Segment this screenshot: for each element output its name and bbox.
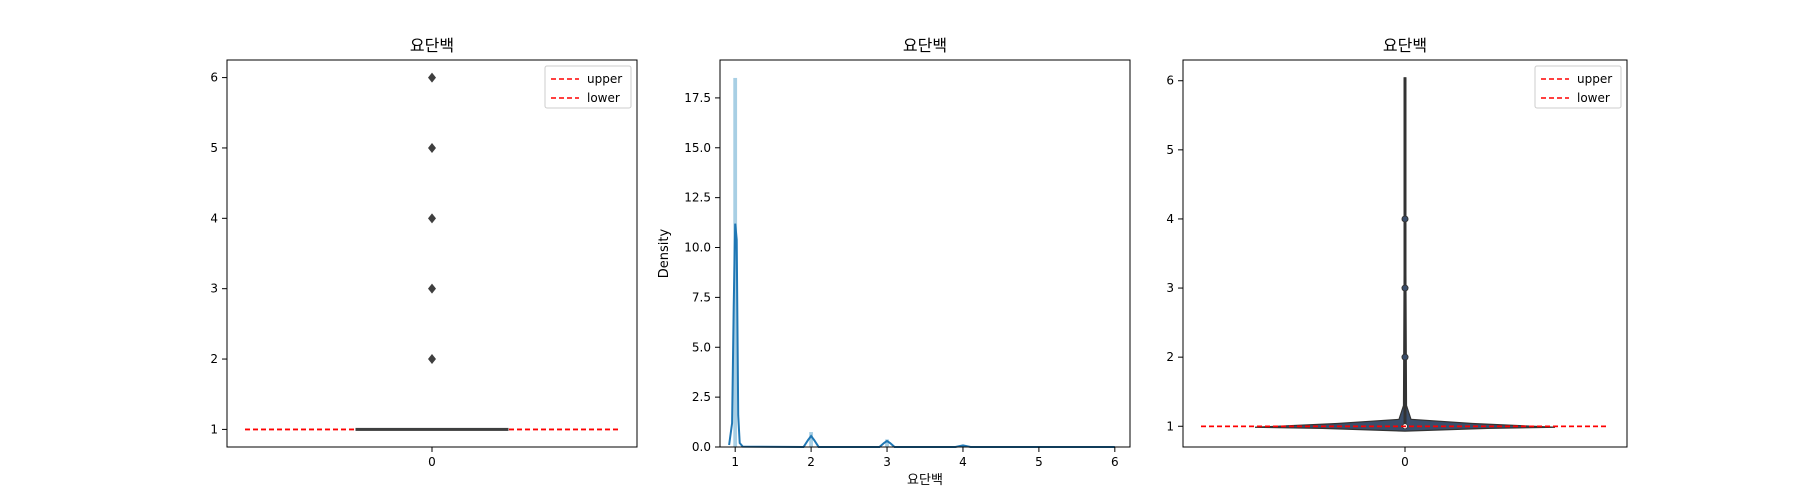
violin-panel: 요단백 1 2 3 4 5 6 0 upper lower [1166,36,1628,469]
x-tick-label: 0 [428,455,436,469]
y-tick-label: 0.0 [692,440,711,454]
y-tick-label: 3 [210,282,218,296]
y-tick-label: 6 [1166,74,1174,88]
histogram-xlabel: 요단백 [907,473,943,488]
y-tick-label: 3 [1166,281,1174,295]
outlier-point [428,72,436,83]
histogram-axes-frame [719,59,1131,448]
histogram-bar [809,432,814,447]
outlier-point [428,354,436,365]
outlier-point [428,213,436,224]
x-tick-label: 1 [731,455,739,469]
kde-line [728,223,1115,449]
y-tick-label: 15.0 [684,141,711,155]
y-tick-label: 4 [1166,212,1174,226]
legend-label-lower: lower [1577,91,1610,105]
boxplot-title: 요단백 [410,36,454,55]
x-tick-label: 3 [883,455,891,469]
y-tick-label: 12.5 [684,191,711,205]
outlier-point [428,283,436,294]
histogram-ylabel: Density [657,228,672,278]
legend-box [1534,65,1622,109]
y-tick-label: 2 [1166,350,1174,364]
boxplot-axes-frame [226,59,638,448]
x-tick-label: 2 [807,455,815,469]
y-tick-label: 1 [1166,419,1174,433]
violin-axes-frame [1182,59,1628,448]
x-tick-label: 4 [959,455,967,469]
legend-label-upper: upper [587,72,622,86]
legend-box [544,65,632,109]
violin-point [1401,284,1409,292]
outlier-point [428,142,436,153]
boxplot-legend: upper lower [544,65,632,109]
x-tick-label: 0 [1401,455,1409,469]
y-tick-label: 17.5 [684,91,711,105]
y-tick-label: 7.5 [692,290,711,304]
violin-title: 요단백 [1383,36,1427,55]
y-tick-label: 5.0 [692,340,711,354]
x-tick-label: 5 [1035,455,1043,469]
violin-point [1401,353,1409,361]
violin-point [1401,215,1409,223]
y-tick-label: 6 [210,71,218,85]
histogram-bar [885,439,889,447]
y-tick-label: 5 [210,141,218,155]
y-tick-label: 10.0 [684,241,711,255]
boxplot-panel: 요단백 1 2 3 4 5 6 0 upper lower [210,36,638,469]
violin-legend: upper lower [1534,65,1622,109]
x-tick-label: 6 [1111,455,1119,469]
legend-label-lower: lower [587,91,620,105]
y-tick-label: 1 [210,422,218,436]
y-tick-label: 2.5 [692,390,711,404]
legend-label-upper: upper [1577,72,1612,86]
y-tick-label: 2 [210,352,218,366]
y-tick-label: 5 [1166,143,1174,157]
y-tick-label: 4 [210,211,218,225]
histogram-title: 요단백 [903,36,947,55]
